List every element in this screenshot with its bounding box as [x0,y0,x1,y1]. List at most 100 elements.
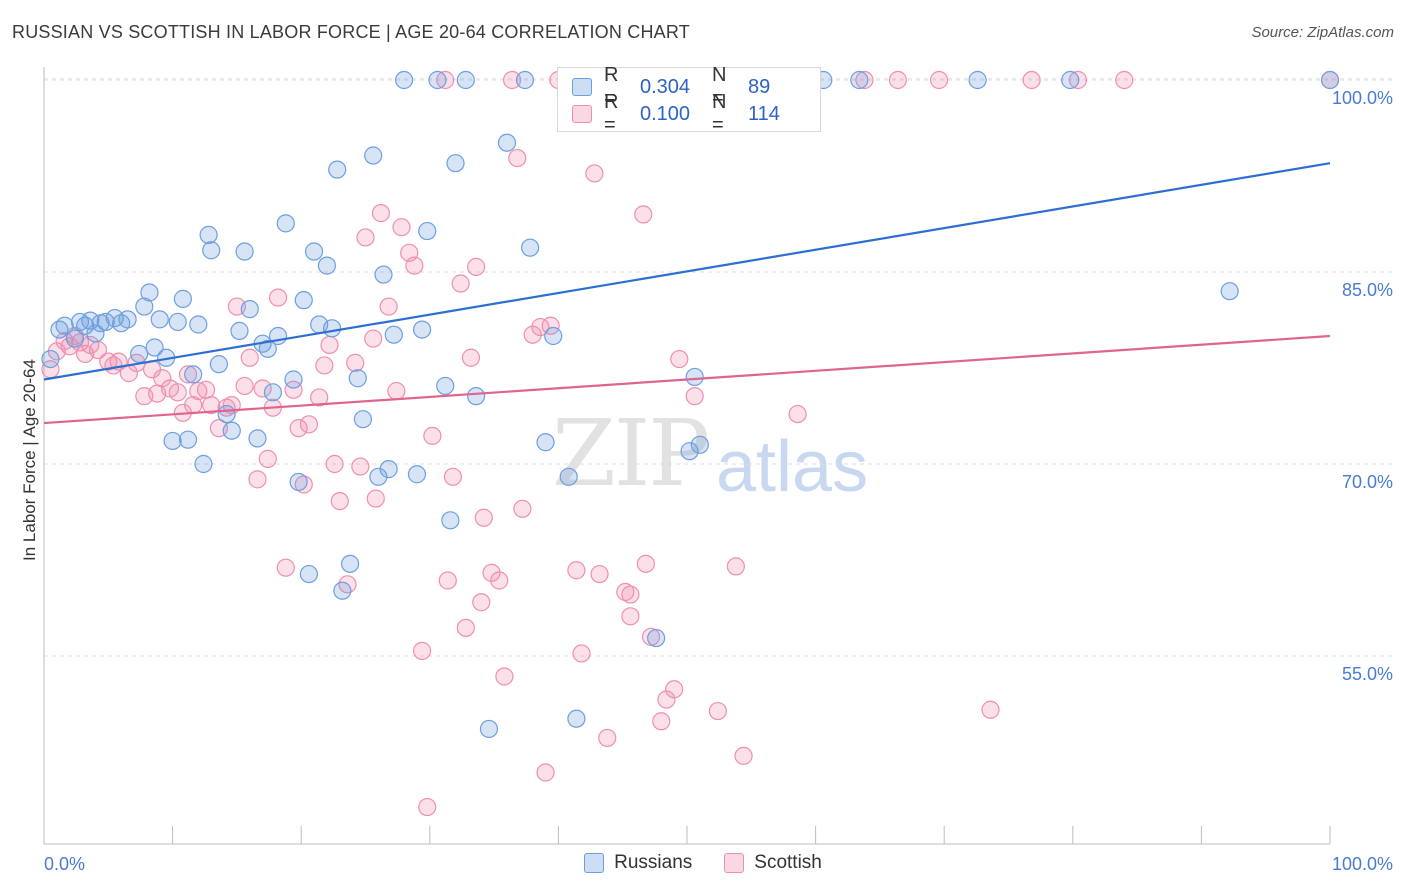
scottish-point [451,274,470,293]
scottish-point [621,607,640,626]
scottish-point [294,475,313,494]
scottish-point [621,585,640,604]
russians-point [353,410,373,429]
russians-point [968,70,987,90]
scottish-point [276,558,295,577]
russians-point [209,355,228,374]
scottish-point [536,763,555,782]
scottish-point [523,325,542,344]
scottish-point [364,329,383,348]
scottish-point [598,728,617,748]
russians-point [135,297,154,316]
r-value: 0.304 [640,75,691,98]
scottish-point [325,454,344,474]
russians-point [369,467,388,486]
russians-point [850,70,869,90]
scottish-point [503,70,522,90]
scottish-point [202,396,221,415]
scottish-point [708,701,727,721]
n-value: 114 [748,102,780,125]
scottish-point [1115,70,1134,90]
russians-point [521,238,540,257]
russians-point [328,160,347,179]
russians-point [235,242,254,261]
russians-point [680,442,699,461]
scottish-point [436,70,455,90]
watermark-atlas: atlas [716,427,869,507]
y-tick-label: 55.0% [1342,664,1393,684]
scottish-point [289,419,308,438]
scottish-point [168,383,187,402]
scottish-point [392,218,411,237]
scottish-point [466,257,486,276]
scottish-point [240,348,259,367]
russians-swatch [584,853,605,873]
russians-point [340,554,360,573]
russians-point [428,70,447,90]
russians-point [86,324,105,343]
scottish-point [634,205,653,224]
russians-point [230,321,249,340]
russians-point [289,472,308,492]
x-tick-label: 100.0% [1332,854,1393,874]
legend-item-scottish[interactable]: Scottish [724,852,822,874]
r-value: 0.100 [640,102,691,125]
russians-point [178,430,198,449]
russians-point [184,365,203,384]
russians-point [436,376,455,396]
russians-point [168,312,187,332]
russians-point [479,719,499,739]
russians-point [559,467,578,486]
scottish-point [258,449,277,468]
scottish-point [482,563,501,582]
scottish-point [387,381,406,401]
russians-point [466,387,486,406]
russians-point [333,581,352,600]
scottish-point [585,164,604,183]
russians-trend-line [43,162,1331,381]
russians-point [130,344,149,364]
scottish-point [253,379,272,398]
russians-point [299,564,319,584]
legend-label-russians: Russians [614,852,693,873]
russians-point [379,460,398,479]
russians-point [276,214,295,233]
scottish-point [981,700,1000,719]
scottish-point [366,489,385,508]
scottish-point [495,667,514,686]
scottish-point [685,387,704,406]
scottish-point [788,404,807,424]
russians-point [173,289,192,308]
legend-item-russians[interactable]: Russians [584,852,692,874]
russians-point [96,312,115,332]
russians-point [364,146,383,165]
scottish-points [41,70,1340,817]
russians-point [317,256,337,275]
scottish-point [310,388,329,407]
scottish-point [379,297,398,316]
tick-labels: 55.0% 70.0% 85.0% 100.0% 0.0% 100.0% [44,88,1393,874]
scottish-point [443,467,463,486]
russians-point [515,70,535,90]
russians-point [194,454,213,474]
russians-point [384,325,403,344]
russians-point [567,709,586,728]
y-tick-label: 70.0% [1342,472,1393,492]
scottish-point [461,348,481,367]
correlation-legend: R = 0.304 N = 89 R = 0.100 N = 114 [557,64,821,136]
russians-point [456,70,475,90]
n-label: N = [712,91,727,136]
scottish-point [423,426,442,445]
russians-points [41,70,1340,739]
scottish-point [153,369,172,388]
russians-point [412,320,432,339]
scottish-point [299,415,319,434]
scottish-point [567,561,586,580]
scottish-point [320,335,339,355]
scottish-point [178,365,198,384]
scottish-point [284,380,303,399]
russians-point [690,435,709,454]
scottish-trend-line [43,334,1331,425]
scottish-point [726,557,745,576]
